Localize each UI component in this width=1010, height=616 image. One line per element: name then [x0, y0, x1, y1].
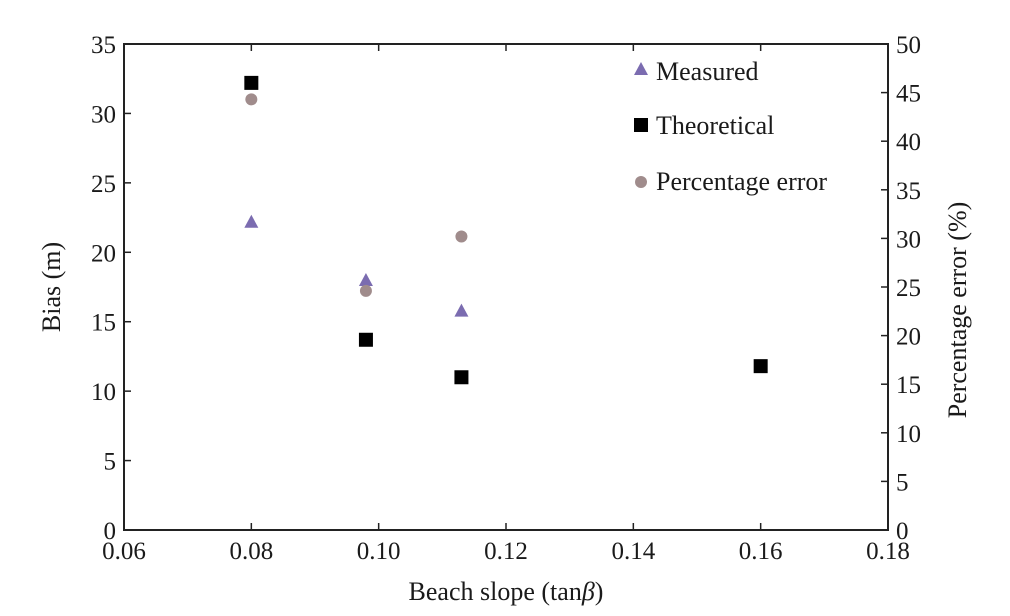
- y-tick-label: 25: [91, 171, 116, 198]
- data-marks: [244, 75, 768, 385]
- y2-tick-label: 5: [896, 469, 909, 496]
- y2-tick-label: 0: [896, 518, 909, 545]
- percentage-error-point: [245, 93, 258, 106]
- y-tick-label: 35: [91, 32, 116, 59]
- theoretical-point: [753, 359, 768, 374]
- y-tick-label: 15: [91, 310, 116, 337]
- legend-item-measured: Measured: [634, 57, 759, 86]
- y2-tick-label: 50: [896, 32, 921, 59]
- percentage-error-point: [455, 230, 468, 243]
- x-tick-label: 0.14: [611, 538, 655, 565]
- legend-marker-theoretical: [634, 118, 648, 132]
- y2-tick-label: 35: [896, 178, 921, 205]
- left-y-axis: 0 5 10 15 20 25 30 35: [91, 32, 131, 545]
- y-tick-label: 0: [104, 518, 117, 545]
- y2-tick-label: 10: [896, 421, 921, 448]
- right-y-axis: 0 5 10 15 20 25 30 35 40 45 50: [881, 32, 921, 545]
- x-tick-label: 0.16: [739, 538, 783, 565]
- legend: Measured Theoretical Percentage error: [634, 57, 827, 196]
- y-tick-label: 10: [91, 379, 116, 406]
- legend-marker-measured: [634, 62, 648, 75]
- legend-label-theoretical: Theoretical: [656, 111, 774, 140]
- y2-tick-label: 45: [896, 81, 921, 108]
- x-tick-label: 0.12: [484, 538, 528, 565]
- legend-marker-percentage-error: [635, 176, 647, 188]
- y2-axis-title: Percentage error (%): [943, 202, 972, 419]
- x-tick-label: 0.10: [357, 538, 401, 565]
- theoretical-point: [244, 75, 259, 90]
- y2-tick-label: 30: [896, 226, 921, 253]
- y2-tick-label: 20: [896, 324, 921, 351]
- legend-item-theoretical: Theoretical: [634, 111, 774, 140]
- legend-label-percentage-error: Percentage error: [656, 167, 827, 196]
- legend-item-percentage-error: Percentage error: [635, 167, 827, 196]
- x-tick-label: 0.08: [229, 538, 273, 565]
- x-axis-title: Beach slope (tanβ): [409, 577, 604, 606]
- theoretical-point: [454, 370, 469, 385]
- y2-tick-label: 25: [896, 275, 921, 302]
- y2-tick-label: 15: [896, 372, 921, 399]
- measured-point: [454, 303, 469, 317]
- y2-tick-label: 40: [896, 129, 921, 156]
- y-axis-title: Bias (m): [37, 242, 66, 332]
- x-tick-label: 0.18: [866, 538, 910, 565]
- y-tick-label: 5: [104, 449, 117, 476]
- x-tick-label: 0.06: [102, 538, 146, 565]
- measured-point: [244, 214, 259, 228]
- percentage-error-point: [359, 284, 372, 297]
- y-tick-label: 20: [91, 240, 116, 267]
- theoretical-point: [358, 332, 373, 347]
- legend-label-measured: Measured: [656, 57, 759, 86]
- x-axis: 0.06 0.08 0.10 0.12 0.14 0.16 0.18: [102, 44, 910, 565]
- y-tick-label: 30: [91, 101, 116, 128]
- measured-point: [358, 273, 373, 287]
